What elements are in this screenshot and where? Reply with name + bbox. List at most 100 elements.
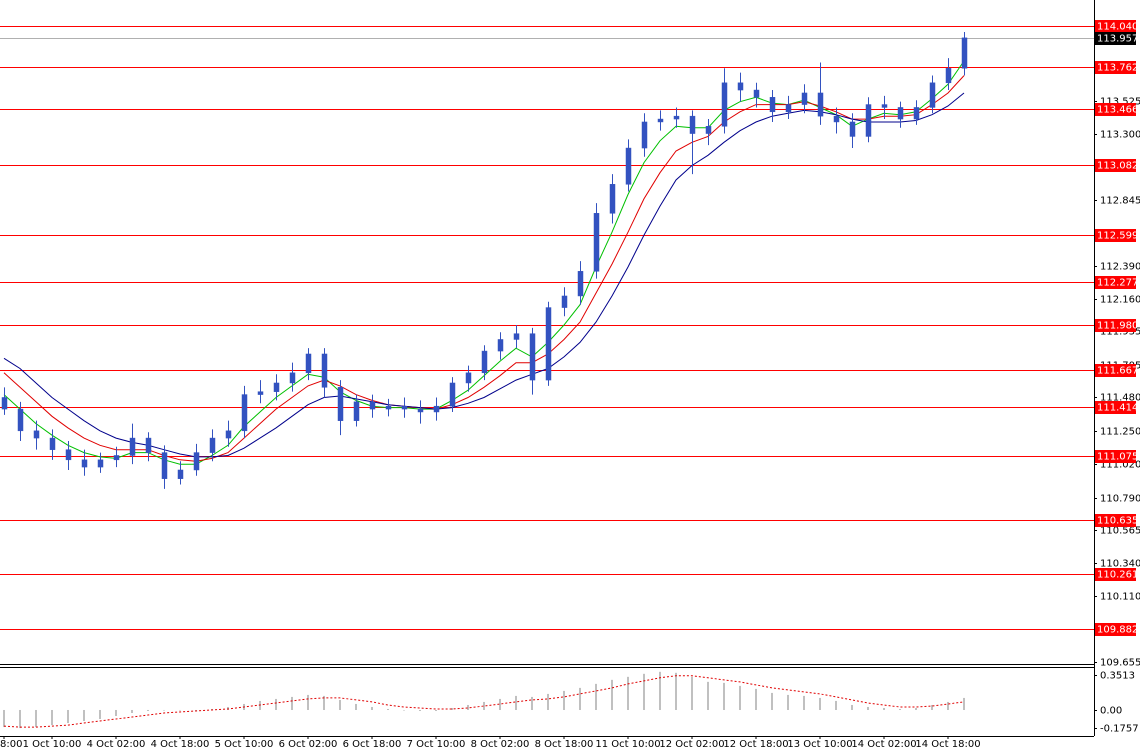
candle-body (369, 401, 376, 410)
histogram-bar (739, 685, 741, 710)
candle-body (929, 82, 936, 108)
y-tick-label: 0.3513 (1100, 671, 1135, 682)
histogram-bar (419, 709, 421, 711)
histogram-bar (435, 709, 437, 711)
histogram-bar (515, 695, 517, 710)
histogram-bar (307, 694, 309, 710)
candle-body (193, 452, 200, 471)
candle-body (945, 68, 952, 84)
x-tick-label: 6 Oct 18:00 (343, 739, 402, 750)
histogram-bar (755, 688, 757, 710)
candle-body (897, 107, 904, 120)
level-label: 114.040 (1097, 22, 1138, 33)
histogram-bar (195, 709, 197, 711)
level-label: 111.980 (1097, 321, 1138, 332)
candle-body (609, 184, 616, 214)
candle-body (433, 405, 440, 413)
y-tick-label: 113.300 (1100, 130, 1140, 141)
candle-body (417, 408, 424, 413)
candle-body (481, 350, 488, 374)
x-tick-label: 7 Oct 10:00 (407, 739, 466, 750)
candle-body (545, 307, 552, 381)
candle-body (865, 104, 872, 137)
candle-body (81, 459, 88, 468)
level-label: 110.261 (1097, 570, 1138, 581)
level-label-box (1095, 623, 1136, 636)
x-tick-label: 13 Oct 10:00 (787, 739, 852, 750)
level-label-box (1095, 450, 1136, 463)
level-label-box (1095, 276, 1136, 289)
level-label-box (1095, 568, 1136, 581)
candle-body (593, 213, 600, 272)
histogram-bar (339, 699, 341, 710)
histogram-bar (275, 698, 277, 710)
level-label-box (1095, 20, 1136, 33)
y-tick-label: 111.020 (1100, 460, 1140, 471)
y-tick-label: 110.790 (1100, 494, 1140, 505)
candle-body (465, 372, 472, 384)
candle-body (113, 455, 120, 461)
last-price-box (1095, 32, 1136, 45)
y-tick-label: 110.565 (1100, 526, 1140, 537)
level-label: 109.882 (1097, 625, 1138, 636)
candle-body (513, 333, 520, 340)
x-tick-label: 5 Oct 10:00 (215, 739, 274, 750)
candle-body (97, 459, 104, 468)
histogram-bar (531, 696, 533, 710)
histogram-bar (675, 672, 677, 710)
level-label-box (1095, 61, 1136, 74)
x-tick-label: 4 Oct 18:00 (151, 739, 210, 750)
histogram-bar (819, 697, 821, 710)
histogram-bar (179, 709, 181, 711)
histogram-bar (467, 704, 469, 710)
histogram-bar (771, 692, 773, 710)
candle-body (625, 147, 632, 185)
y-tick-label: 112.160 (1100, 295, 1140, 306)
signal-line (3, 675, 965, 728)
histogram-bar (227, 706, 229, 710)
candle-body (449, 382, 456, 407)
candle-body (17, 408, 24, 432)
plot-layer (0, 26, 1094, 729)
candle-body (721, 82, 728, 127)
candle-body (177, 469, 184, 479)
candle-body (145, 437, 152, 453)
histogram-bar (723, 682, 725, 710)
histogram-bar (899, 708, 901, 710)
level-label-box (1095, 159, 1136, 172)
label-layer: 113.525 113.300 112.845 112.390 112.160 111.9… (0, 20, 1140, 750)
level-label-box (1095, 103, 1136, 116)
level-label-box (1095, 229, 1136, 242)
x-tick-label: 12 Oct 02:00 (659, 739, 724, 750)
candle-body (49, 437, 56, 450)
candle-body (961, 37, 968, 69)
histogram-bar (579, 687, 581, 710)
histogram-bar (931, 704, 933, 710)
x-tick-label: 6 Oct 02:00 (279, 739, 338, 750)
candle-body (529, 333, 536, 381)
candle-body (817, 92, 824, 117)
histogram-bar (835, 700, 837, 710)
candle-body (705, 126, 712, 134)
histogram-bar (291, 696, 293, 710)
candle-body (289, 372, 296, 384)
candle-body (785, 104, 792, 113)
histogram-bar (691, 676, 693, 710)
x-tick-label: 11 Oct 10:00 (595, 739, 660, 750)
candle-body (33, 430, 40, 439)
candle-body (833, 115, 840, 123)
histogram-bar (147, 709, 149, 711)
x-tick-label: 1 Oct 10:00 (23, 739, 82, 750)
y-tick-label: 110.110 (1100, 592, 1140, 603)
histogram-bar (35, 709, 37, 728)
candle-body (161, 452, 168, 479)
y-tick-label: 0.00 (1100, 706, 1122, 717)
candle-body (753, 89, 760, 98)
histogram-bar (851, 704, 853, 710)
x-tick-label: 14 Oct 02:00 (851, 739, 916, 750)
histogram-bar (643, 673, 645, 710)
histogram-bar (51, 709, 53, 726)
x-tick-label: 14 Oct 18:00 (915, 739, 980, 750)
